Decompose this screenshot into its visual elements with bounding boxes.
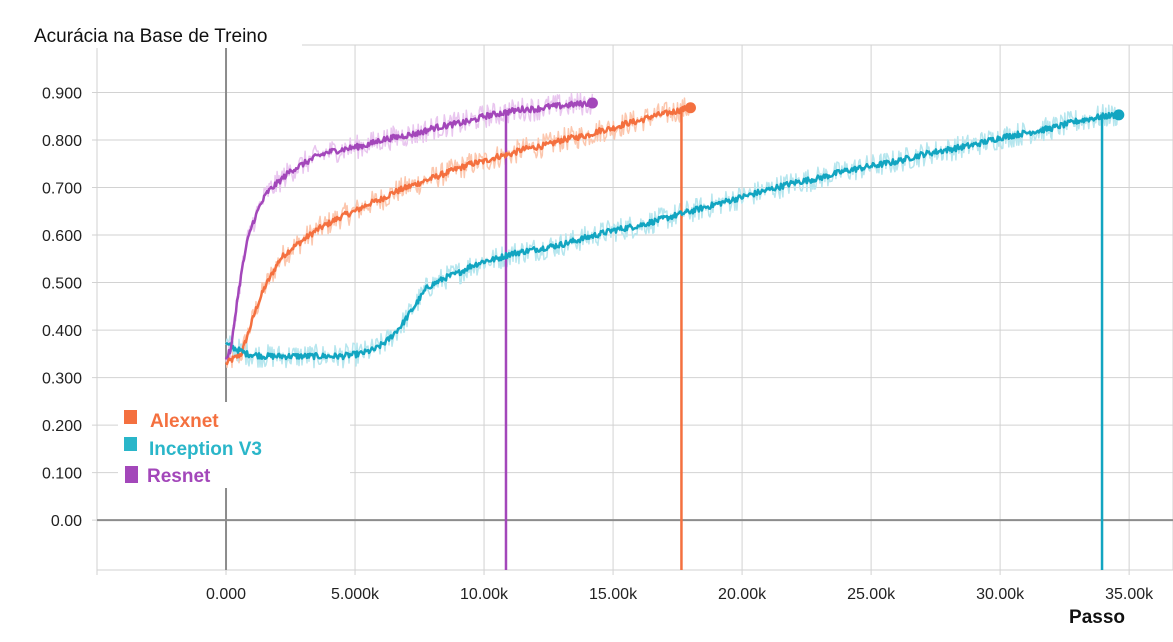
legend: Alexnet Inception V3 Resnet [118,402,350,488]
x-axis-title: Passo [1069,607,1125,628]
y-tick-labels: 0.00 0.100 0.200 0.300 0.400 0.500 0.600 0.700 0… [42,86,82,531]
smoothed-line-alexnet [224,105,692,366]
end-dot-alexnet [684,102,696,114]
x-tick-label: 5.000k [331,586,380,603]
x-tick-label: 10.00k [460,586,509,603]
y-tick-label: 0.800 [42,133,82,150]
legend-label-resnet: Resnet [147,466,211,487]
y-tick-label: 0.700 [42,181,82,198]
raw-line-resnet [225,92,594,363]
y-tick-label: 0.600 [42,228,82,245]
y-tick-label: 0.300 [42,371,82,388]
y-tick-label: 0.200 [42,418,82,435]
y-tick-label: 0.00 [51,513,82,530]
x-tick-label: 20.00k [718,586,767,603]
y-tick-label: 0.500 [42,276,82,293]
end-dots [586,97,1125,121]
smoothed-lines [224,100,1120,366]
legend-label-inception: Inception V3 [149,439,262,460]
legend-background [118,402,350,488]
drop-lines [504,109,1104,570]
legend-label-alexnet: Alexnet [150,411,219,432]
title-background [28,22,302,48]
y-tick-label: 0.400 [42,323,82,340]
y-tick-label: 0.900 [42,86,82,103]
y-tick-label: 0.100 [42,466,82,483]
raw-line-alexnet [225,97,692,369]
end-dot-inception-v3 [1113,109,1125,121]
x-tick-label: 30.00k [976,586,1025,603]
legend-swatch-alexnet [124,410,137,424]
x-tick-label: 35.00k [1105,586,1154,603]
legend-swatch-inception [124,437,137,451]
x-tick-label: 25.00k [847,586,896,603]
end-dot-resnet [586,97,598,109]
smoothed-line-inception-v3 [225,111,1120,361]
legend-swatch-resnet [125,466,138,483]
raw-lines [225,92,1120,369]
smoothed-line-resnet [224,100,594,360]
x-tick-labels: 0.000 5.000k 10.00k 15.00k 20.00k 25.00k 30.00… [206,586,1154,603]
chart-title: Acurácia na Base de Treino [34,26,267,47]
x-tick-label: 15.00k [589,586,638,603]
x-tick-label: 0.000 [206,586,246,603]
